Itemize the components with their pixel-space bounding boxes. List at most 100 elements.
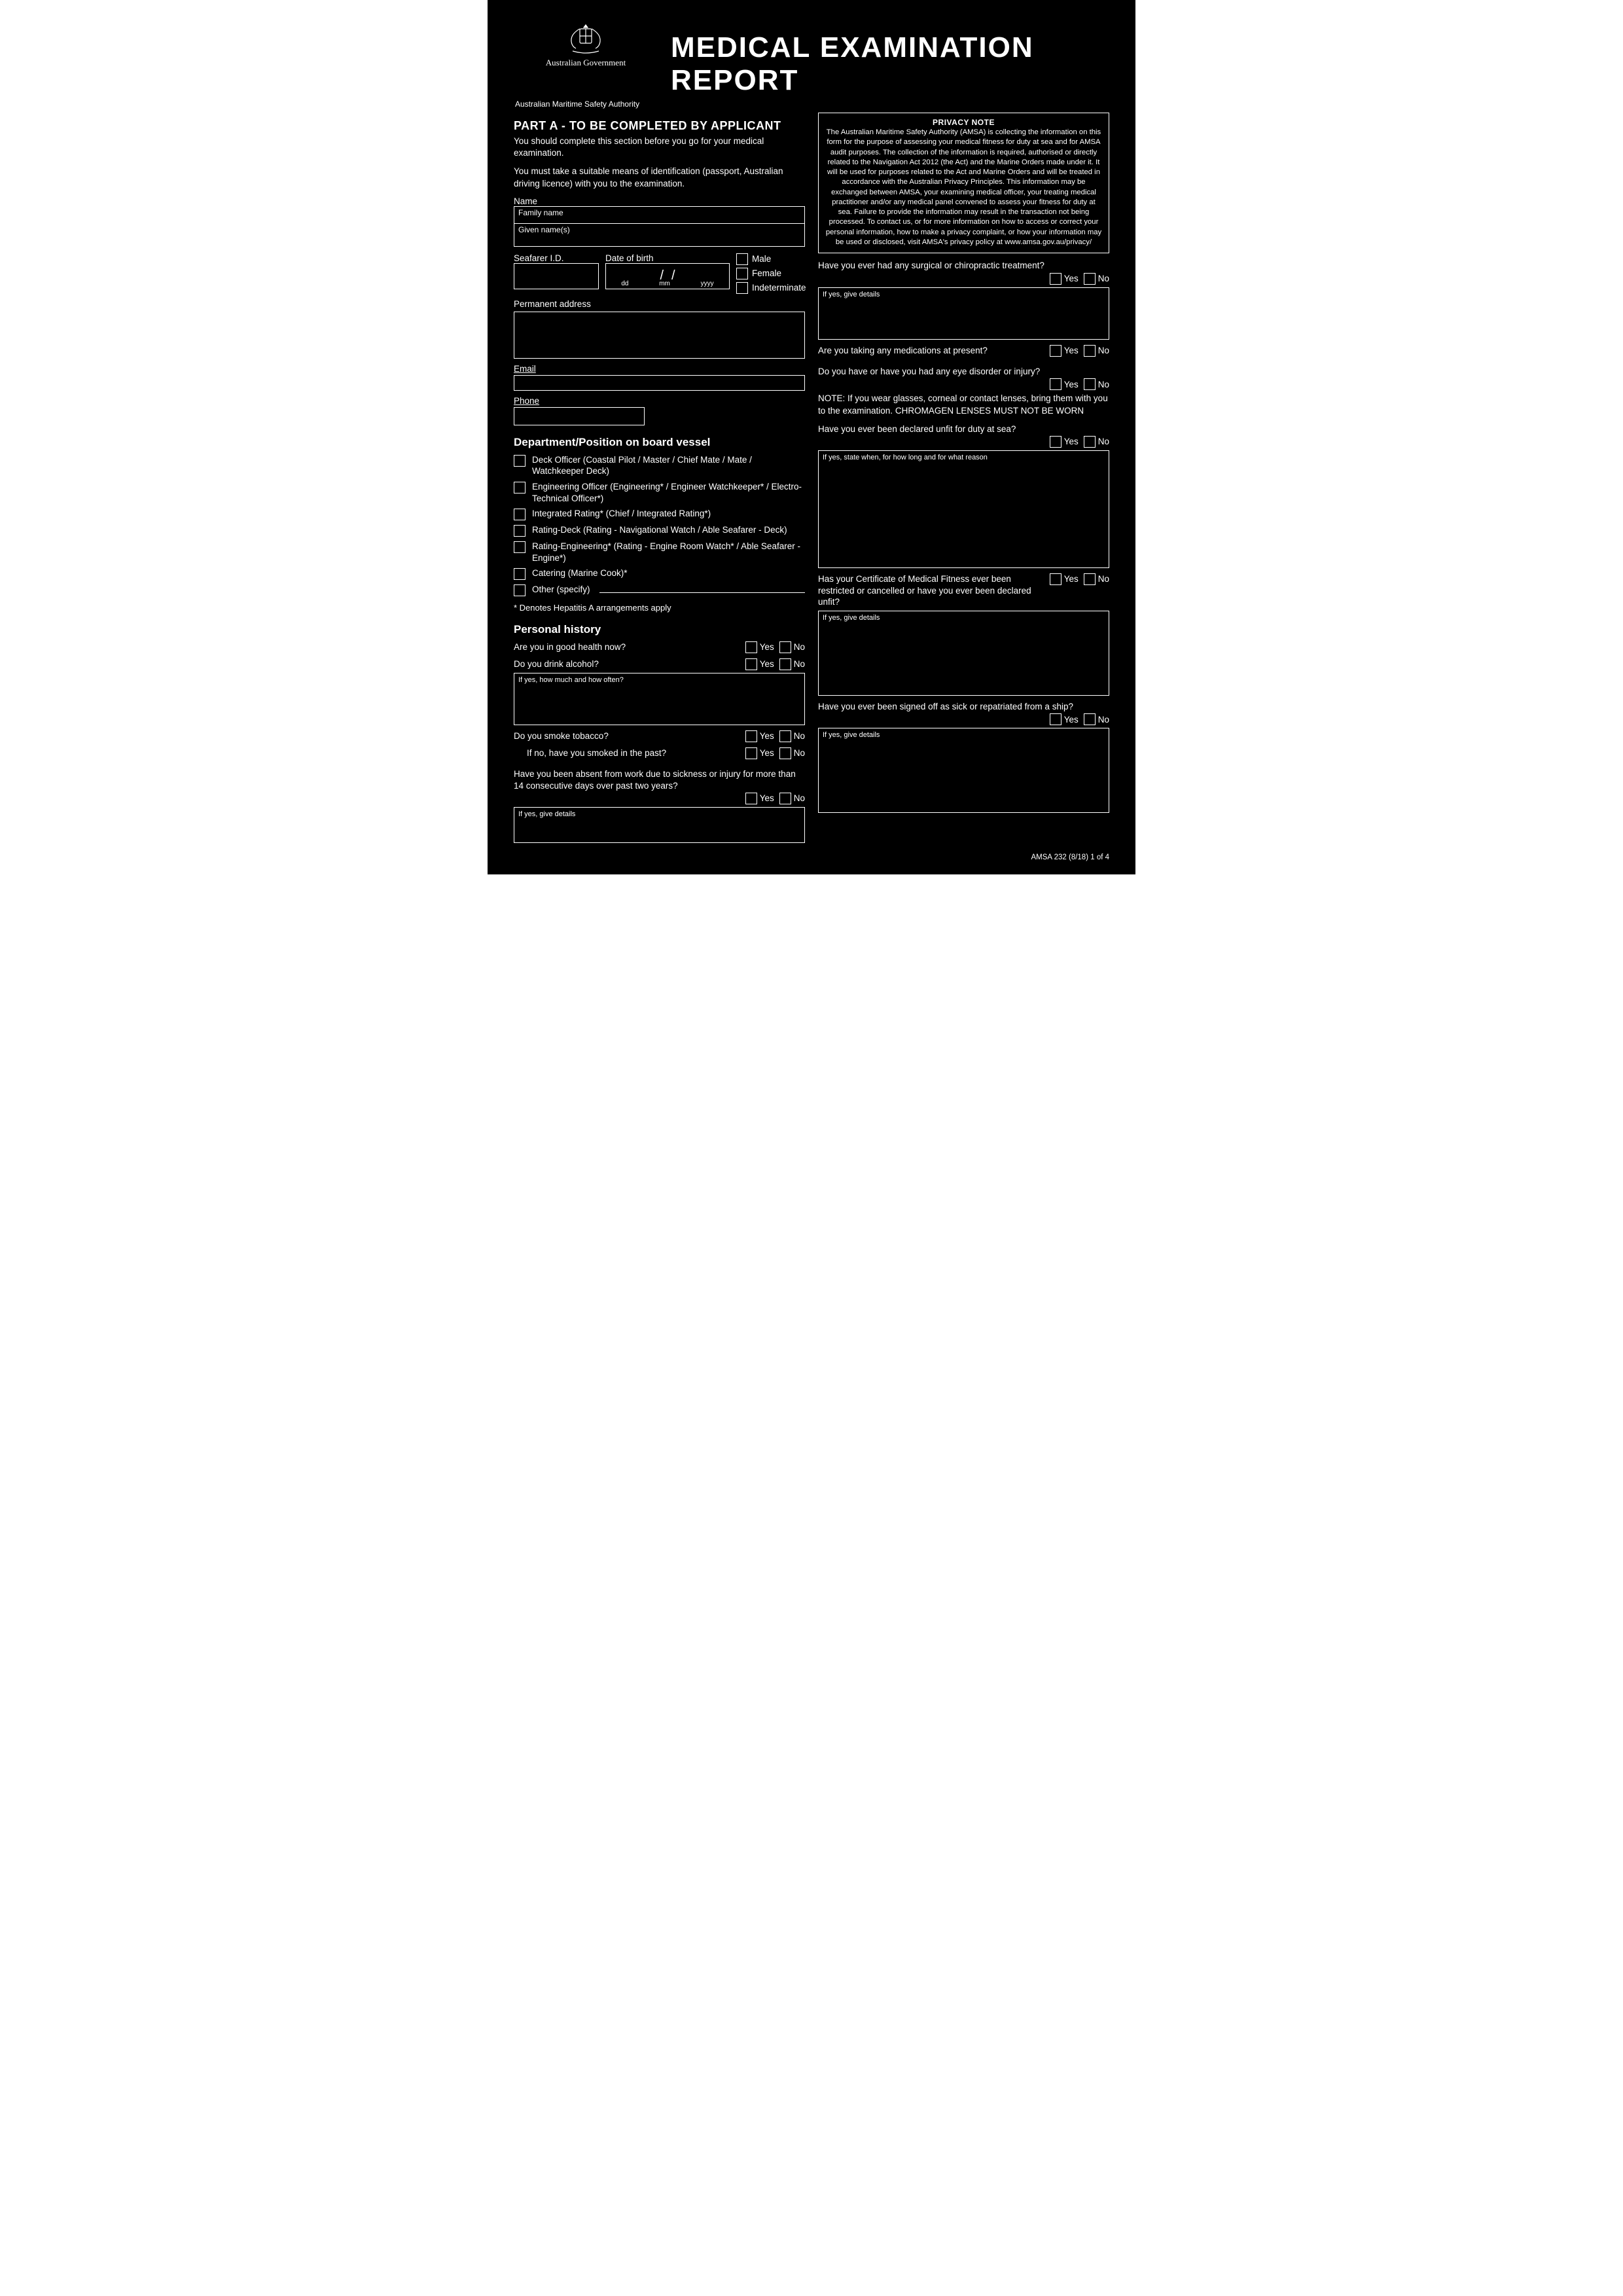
position-checkbox-4[interactable] xyxy=(514,541,526,553)
q-alcohol-yes[interactable] xyxy=(745,658,757,670)
q-unfit: Have you ever been declared unfit for du… xyxy=(818,423,1109,435)
page-footer: AMSA 232 (8/18) 1 of 4 xyxy=(514,853,1109,861)
gender-male-row: Male xyxy=(736,253,806,265)
yes-label: Yes xyxy=(1064,436,1079,448)
q-cert-no[interactable] xyxy=(1084,573,1096,585)
address-input[interactable] xyxy=(514,312,805,359)
left-column: PART A - TO BE COMPLETED BY APPLICANT Yo… xyxy=(514,113,805,848)
q-signedoff-no[interactable] xyxy=(1084,713,1096,725)
q-signedoff-yn: Yes No xyxy=(818,713,1109,725)
q-smoked-past-no[interactable] xyxy=(779,747,791,759)
yes-label: Yes xyxy=(760,747,774,759)
privacy-title: PRIVACY NOTE xyxy=(825,117,1102,128)
yes-label: Yes xyxy=(760,641,774,653)
gov-line: Australian Government xyxy=(514,58,658,68)
q-health-no[interactable] xyxy=(779,641,791,653)
yes-label: Yes xyxy=(1064,345,1079,357)
position-option-5: Catering (Marine Cook)* xyxy=(514,567,805,580)
q-eye: Do you have or have you had any eye diso… xyxy=(818,366,1109,378)
q-cert-yes[interactable] xyxy=(1050,573,1061,585)
q-cert: Has your Certificate of Medical Fitness … xyxy=(818,573,1109,608)
q-surgical-no[interactable] xyxy=(1084,273,1096,285)
position-checkbox-1[interactable] xyxy=(514,482,526,493)
part-a-instr1: You should complete this section before … xyxy=(514,135,805,159)
alcohol-details-input[interactable]: If yes, how much and how often? xyxy=(514,673,805,725)
q-smoked-past: If no, have you smoked in the past? Yes … xyxy=(514,747,805,759)
q-eye-no[interactable] xyxy=(1084,378,1096,390)
email-input[interactable] xyxy=(514,375,805,391)
no-label: No xyxy=(1098,379,1109,391)
position-label-4: Rating-Engineering* (Rating - Engine Roo… xyxy=(532,541,805,564)
seafarer-id-input[interactable] xyxy=(514,263,599,289)
position-other-input[interactable] xyxy=(599,584,805,593)
gender-female-checkbox[interactable] xyxy=(736,268,748,279)
q-surgical-yn: Yes No xyxy=(818,273,1109,285)
no-label: No xyxy=(1098,573,1109,585)
q-surgical: Have you ever had any surgical or chirop… xyxy=(818,260,1109,272)
no-label: No xyxy=(794,641,805,653)
part-a-heading: PART A - TO BE COMPLETED BY APPLICANT xyxy=(514,119,805,133)
coat-of-arms-icon xyxy=(563,20,609,55)
position-option-3: Rating-Deck (Rating - Navigational Watch… xyxy=(514,524,805,537)
yes-label: Yes xyxy=(760,658,774,670)
address-label: Permanent address xyxy=(514,299,805,309)
position-checkbox-other[interactable] xyxy=(514,584,526,596)
q-smoke-no[interactable] xyxy=(779,730,791,742)
dob-yyyy: yyyy xyxy=(701,280,714,287)
privacy-body: The Australian Maritime Safety Authority… xyxy=(825,128,1102,247)
dob-label: Date of birth xyxy=(605,253,730,263)
form-title: MEDICAL EXAMINATION REPORT xyxy=(671,20,1109,97)
dob-input[interactable]: / / dd mm yyyy xyxy=(605,263,730,289)
q-absent-yes[interactable] xyxy=(745,793,757,804)
absent-details-input[interactable]: If yes, give details xyxy=(514,807,805,843)
position-option-1: Engineering Officer (Engineering* / Engi… xyxy=(514,481,805,504)
email-label: Email xyxy=(514,364,805,374)
q-meds-yes[interactable] xyxy=(1050,345,1061,357)
signedoff-details-input[interactable]: If yes, give details xyxy=(818,728,1109,813)
q-surgical-yes[interactable] xyxy=(1050,273,1061,285)
position-checkbox-5[interactable] xyxy=(514,568,526,580)
position-checkbox-2[interactable] xyxy=(514,509,526,520)
no-label: No xyxy=(1098,714,1109,726)
q-alcohol-no[interactable] xyxy=(779,658,791,670)
q-smoked-past-yes[interactable] xyxy=(745,747,757,759)
q-absent-no[interactable] xyxy=(779,793,791,804)
q-unfit-no[interactable] xyxy=(1084,436,1096,448)
given-names-input[interactable]: Given name(s) xyxy=(514,224,804,246)
hepatitis-footnote: * Denotes Hepatitis A arrangements apply xyxy=(514,603,805,613)
dob-hint-labels: dd mm yyyy xyxy=(606,280,729,287)
no-label: No xyxy=(794,793,805,804)
q-smoke: Do you smoke tobacco? Yes No xyxy=(514,730,805,742)
q-alcohol: Do you drink alcohol? Yes No xyxy=(514,658,805,670)
gender-male-checkbox[interactable] xyxy=(736,253,748,265)
gender-indet-label: Indeterminate xyxy=(752,283,806,293)
q-unfit-yes[interactable] xyxy=(1050,436,1061,448)
q-signedoff-yes[interactable] xyxy=(1050,713,1061,725)
q-meds-no[interactable] xyxy=(1084,345,1096,357)
phone-input[interactable] xyxy=(514,407,645,425)
position-checkbox-3[interactable] xyxy=(514,525,526,537)
gender-options: Male Female Indeterminate xyxy=(736,253,806,294)
q-meds-text: Are you taking any medications at presen… xyxy=(818,345,1044,357)
q-smoked-past-text: If no, have you smoked in the past? xyxy=(527,747,740,759)
q-health-yes[interactable] xyxy=(745,641,757,653)
yes-label: Yes xyxy=(760,793,774,804)
cert-details-input[interactable]: If yes, give details xyxy=(818,611,1109,696)
family-name-input[interactable]: Family name xyxy=(514,207,804,224)
dob-dd: dd xyxy=(621,280,628,287)
no-label: No xyxy=(1098,273,1109,285)
position-checkbox-0[interactable] xyxy=(514,455,526,467)
q-eye-yes[interactable] xyxy=(1050,378,1061,390)
yes-label: Yes xyxy=(760,730,774,742)
surgical-details-input[interactable]: If yes, give details xyxy=(818,287,1109,340)
position-option-2: Integrated Rating* (Chief / Integrated R… xyxy=(514,508,805,520)
history-heading: Personal history xyxy=(514,623,805,636)
gender-female-label: Female xyxy=(752,268,781,278)
q-smoke-yes[interactable] xyxy=(745,730,757,742)
seafarer-id-label: Seafarer I.D. xyxy=(514,253,599,263)
q-surgical-text: Have you ever had any surgical or chirop… xyxy=(818,260,1109,272)
gender-indet-checkbox[interactable] xyxy=(736,282,748,294)
yes-label: Yes xyxy=(1064,273,1079,285)
unfit-details-input[interactable]: If yes, state when, for how long and for… xyxy=(818,450,1109,568)
dob-mm: mm xyxy=(659,280,670,287)
